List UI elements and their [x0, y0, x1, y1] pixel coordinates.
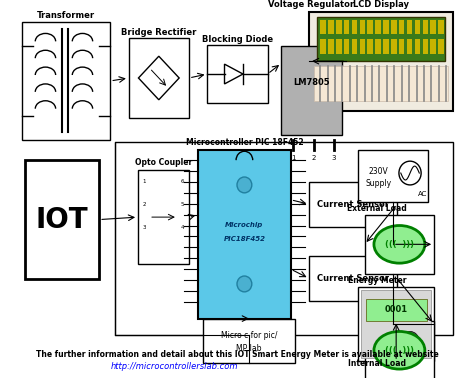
Text: 5: 5 — [181, 202, 184, 207]
Text: External Load: External Load — [346, 204, 406, 213]
Bar — [375, 39, 381, 54]
Text: 1: 1 — [143, 180, 146, 184]
Ellipse shape — [374, 226, 425, 263]
Text: 3: 3 — [143, 225, 146, 230]
Circle shape — [237, 177, 252, 193]
Bar — [391, 20, 397, 34]
Bar — [25, 160, 99, 279]
Bar — [320, 20, 326, 34]
Bar — [328, 39, 334, 54]
Bar — [352, 39, 357, 54]
Text: 1: 1 — [291, 155, 296, 161]
Bar — [407, 39, 412, 54]
Bar — [430, 39, 436, 54]
Text: Internal Load: Internal Load — [348, 359, 406, 368]
Text: Transformer: Transformer — [37, 11, 95, 20]
Text: http://microcontrollerslab.com: http://microcontrollerslab.com — [110, 362, 238, 371]
Bar — [203, 319, 295, 363]
Text: Energy Meter: Energy Meter — [348, 276, 406, 285]
Bar — [358, 287, 434, 361]
Bar — [317, 17, 445, 61]
Text: IOT: IOT — [36, 206, 89, 234]
Ellipse shape — [374, 332, 425, 369]
Circle shape — [401, 332, 419, 351]
Bar — [375, 20, 381, 34]
Bar — [208, 45, 267, 103]
Bar — [309, 12, 453, 111]
Bar — [328, 20, 334, 34]
Bar — [309, 256, 397, 301]
Circle shape — [237, 276, 252, 292]
Bar — [399, 20, 404, 34]
Text: LCD Display: LCD Display — [353, 0, 409, 9]
Bar — [358, 150, 428, 202]
Text: 4: 4 — [181, 225, 184, 230]
Bar — [336, 39, 342, 54]
Text: (((  ))): ((( ))) — [385, 240, 414, 249]
Text: Current Sensor: Current Sensor — [317, 274, 389, 283]
Bar — [430, 20, 436, 34]
Bar — [336, 20, 342, 34]
Text: LM7805: LM7805 — [293, 78, 330, 87]
Bar — [282, 46, 342, 135]
Bar — [352, 20, 357, 34]
Text: 2: 2 — [143, 202, 146, 207]
Bar — [309, 182, 397, 226]
Text: PIC18F452: PIC18F452 — [223, 236, 265, 242]
Bar — [365, 299, 427, 321]
Bar — [383, 39, 389, 54]
Bar — [365, 321, 434, 378]
Text: 0001: 0001 — [384, 305, 408, 314]
Bar — [314, 66, 448, 101]
Bar — [360, 20, 365, 34]
Text: Microcontroller PIC 18F452: Microcontroller PIC 18F452 — [186, 138, 303, 147]
Text: MP lab: MP lab — [236, 344, 262, 353]
Bar — [367, 39, 373, 54]
Bar — [129, 39, 189, 118]
Bar — [344, 39, 349, 54]
Bar — [320, 39, 326, 54]
Text: 6: 6 — [181, 180, 184, 184]
Bar — [344, 20, 349, 34]
Text: 230V: 230V — [369, 167, 389, 175]
Text: AC: AC — [418, 191, 428, 197]
Bar — [415, 39, 420, 54]
Text: Bridge Rectifier: Bridge Rectifier — [121, 28, 197, 37]
Bar — [415, 20, 420, 34]
Text: 2: 2 — [311, 155, 316, 161]
Bar — [422, 39, 428, 54]
Text: Micro c for pic/: Micro c for pic/ — [221, 332, 277, 341]
Bar — [383, 20, 389, 34]
Bar — [422, 20, 428, 34]
Bar — [22, 22, 110, 140]
Bar — [391, 39, 397, 54]
Bar — [198, 150, 291, 319]
Bar — [438, 20, 444, 34]
Bar — [365, 215, 434, 274]
Bar — [438, 39, 444, 54]
Bar — [407, 20, 412, 34]
Text: Supply: Supply — [365, 180, 392, 189]
Text: (((  ))): ((( ))) — [385, 346, 414, 355]
Bar — [399, 39, 404, 54]
Text: Current Sensor: Current Sensor — [317, 200, 389, 209]
Bar — [361, 290, 431, 358]
Text: Blocking Diode: Blocking Diode — [202, 35, 273, 44]
Bar — [138, 170, 189, 264]
Text: 3: 3 — [332, 155, 337, 161]
Bar — [360, 39, 365, 54]
Text: Opto Coupler: Opto Coupler — [135, 158, 192, 167]
Text: Microchip: Microchip — [225, 222, 264, 228]
Bar — [115, 143, 453, 335]
Text: Voltage Regulator: Voltage Regulator — [268, 0, 355, 9]
Bar — [367, 20, 373, 34]
Text: The further information and detail about this IOT Smart Energy Meter is availabl: The further information and detail about… — [36, 350, 438, 359]
